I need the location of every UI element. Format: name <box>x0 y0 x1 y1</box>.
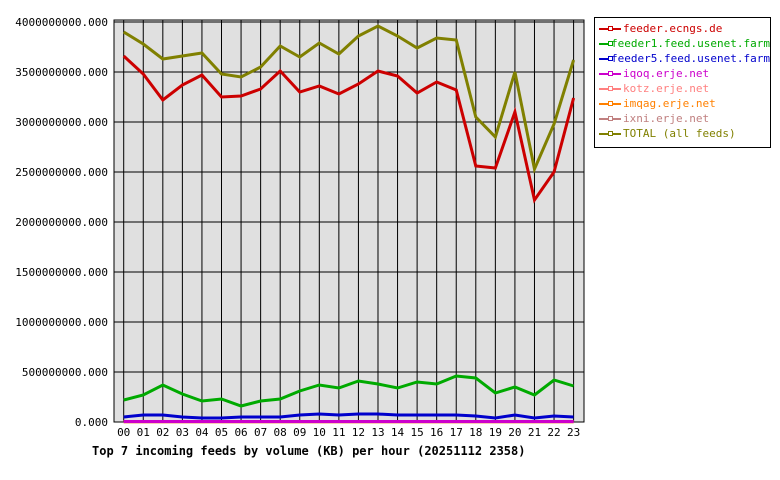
y-tick-label: 2000000000.000 <box>15 216 108 229</box>
legend-item: imqag.erje.net <box>595 96 770 111</box>
y-tick-label: 3500000000.000 <box>15 66 108 79</box>
x-tick-label: 23 <box>567 426 580 439</box>
series-line <box>123 374 575 408</box>
x-tick-label: 00 <box>117 426 130 439</box>
legend-label: ixni.erje.net <box>623 112 710 125</box>
x-tick-label: 02 <box>156 426 169 439</box>
series-line <box>122 24 576 174</box>
y-tick-label: 0.000 <box>75 416 108 429</box>
legend-label: feeder1.feed.usenet.farm <box>611 37 770 50</box>
x-tick-label: 16 <box>430 426 443 439</box>
series-line <box>122 54 576 204</box>
x-tick-label: 15 <box>410 426 423 439</box>
legend-swatch <box>599 70 621 76</box>
legend-swatch <box>599 85 621 91</box>
legend-item: feeder1.feed.usenet.farm <box>595 36 770 51</box>
x-tick-label: 19 <box>489 426 502 439</box>
x-tick-label: 10 <box>313 426 326 439</box>
x-tick-label: 09 <box>293 426 306 439</box>
legend-item: ixni.erje.net <box>595 111 770 126</box>
legend-swatch <box>599 40 613 46</box>
y-tick-label: 500000000.000 <box>22 366 108 379</box>
legend: feeder.ecngs.de feeder1.feed.usenet.farm f… <box>594 17 771 148</box>
legend-swatch <box>599 130 621 136</box>
legend-swatch <box>599 25 621 31</box>
x-tick-label: 13 <box>371 426 384 439</box>
legend-swatch <box>599 115 621 121</box>
y-tick-label: 2500000000.000 <box>15 166 108 179</box>
x-tick-label: 01 <box>137 426 150 439</box>
x-tick-label: 06 <box>234 426 247 439</box>
x-tick-label: 03 <box>176 426 189 439</box>
plot-area <box>113 19 585 423</box>
x-tick-label: 17 <box>450 426 463 439</box>
x-tick-label: 12 <box>352 426 365 439</box>
chart-title: Top 7 incoming feeds by volume (KB) per … <box>92 444 526 458</box>
legend-label: iqoq.erje.net <box>623 67 710 80</box>
y-tick-label: 1500000000.000 <box>15 266 108 279</box>
legend-item: iqoq.erje.net <box>595 66 770 81</box>
x-tick-label: 07 <box>254 426 267 439</box>
legend-item: TOTAL (all feeds) <box>595 126 770 141</box>
x-tick-label: 14 <box>391 426 405 439</box>
legend-label: imqag.erje.net <box>623 97 716 110</box>
legend-label: feeder5.feed.usenet.farm <box>611 52 770 65</box>
legend-item: feeder5.feed.usenet.farm <box>595 51 770 66</box>
x-tick-label: 21 <box>528 426 541 439</box>
legend-label: feeder.ecngs.de <box>623 22 723 35</box>
x-tick-label: 05 <box>215 426 228 439</box>
x-tick-label: 20 <box>508 426 521 439</box>
legend-item: feeder.ecngs.de <box>595 21 770 36</box>
x-tick-label: 08 <box>274 426 287 439</box>
legend-item: kotz.erje.net <box>595 81 770 96</box>
y-tick-label: 3000000000.000 <box>15 116 108 129</box>
x-tick-label: 22 <box>547 426 560 439</box>
x-tick-label: 11 <box>332 426 345 439</box>
legend-swatch <box>599 55 613 61</box>
x-tick-label: 04 <box>195 426 209 439</box>
legend-label: TOTAL (all feeds) <box>623 127 736 140</box>
legend-swatch <box>599 100 621 106</box>
series-line <box>123 412 574 420</box>
x-tick-label: 18 <box>469 426 482 439</box>
legend-label: kotz.erje.net <box>623 82 710 95</box>
y-tick-label: 4000000000.000 <box>15 16 108 29</box>
y-tick-label: 1000000000.000 <box>15 316 108 329</box>
